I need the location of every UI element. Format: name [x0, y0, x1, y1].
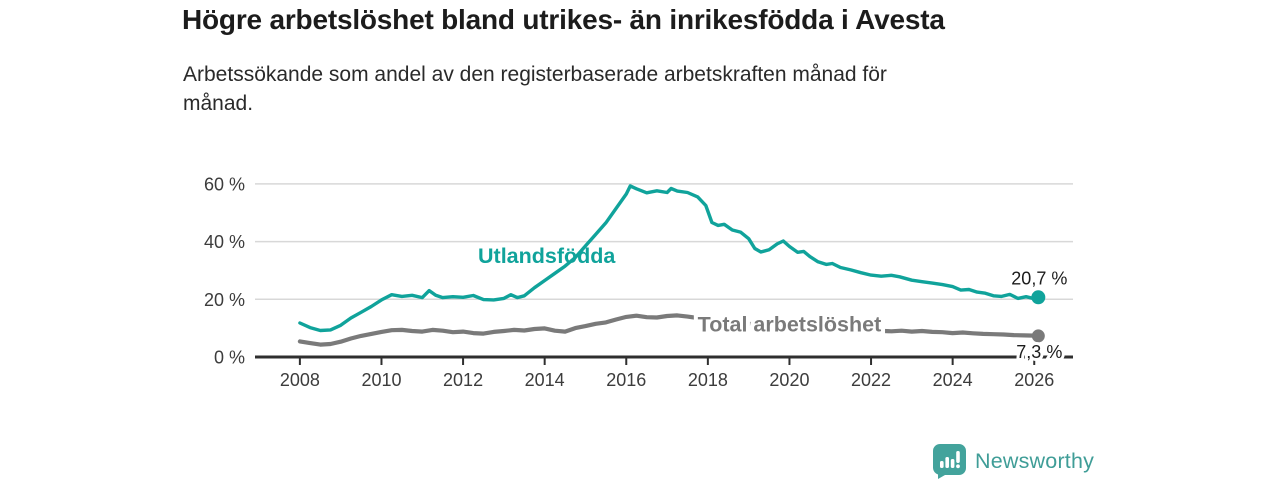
- newsworthy-branding: Newsworthy: [933, 444, 1094, 479]
- series-end-value-label: 20,7 %: [1011, 268, 1067, 288]
- x-axis-tick-label: 2026: [1014, 370, 1054, 390]
- x-axis-tick-label: 2012: [443, 370, 483, 390]
- chart-subtitle-line1: Arbetssökande som andel av den registerb…: [183, 63, 887, 86]
- newsworthy-logo-text: Newsworthy: [975, 449, 1095, 473]
- y-axis-tick-label: 20 %: [204, 290, 245, 310]
- x-axis-tick-label: 2020: [769, 370, 809, 390]
- chart-subtitle-line2: månad.: [183, 92, 254, 115]
- y-axis-tick-label: 40 %: [204, 232, 245, 252]
- x-axis-tick-label: 2010: [361, 370, 401, 390]
- y-axis-tick-label: 60 %: [204, 174, 245, 194]
- series-line-total-arbetsl-shet: [297, 313, 1041, 347]
- series-end-value-label: 7,3 %: [1016, 342, 1062, 362]
- series-line-utlandsf-dda: [298, 184, 1041, 333]
- series-label-utlandsf-dda: Utlandsfödda: [478, 244, 616, 268]
- series-endpoint-dot: [1031, 290, 1046, 305]
- x-axis-tick-label: 2022: [851, 370, 891, 390]
- x-axis-tick-label: 2016: [606, 370, 646, 390]
- series-label-total-arbetsl-shet: Total arbetslöshet: [698, 312, 882, 336]
- x-axis-tick-label: 2018: [688, 370, 728, 390]
- series-endpoint-dot: [1031, 329, 1045, 343]
- chart-title: Högre arbetslöshet bland utrikes- än inr…: [182, 4, 945, 35]
- x-axis-tick-label: 2014: [525, 370, 565, 390]
- y-axis-tick-label: 0 %: [214, 348, 245, 368]
- x-axis-tick-label: 2024: [933, 370, 973, 390]
- chart-subtitle: Arbetssökande som andel av den registerb…: [183, 60, 1083, 118]
- bar-chart-speech-bubble-icon: [933, 444, 966, 479]
- x-axis-tick-label: 2008: [280, 370, 320, 390]
